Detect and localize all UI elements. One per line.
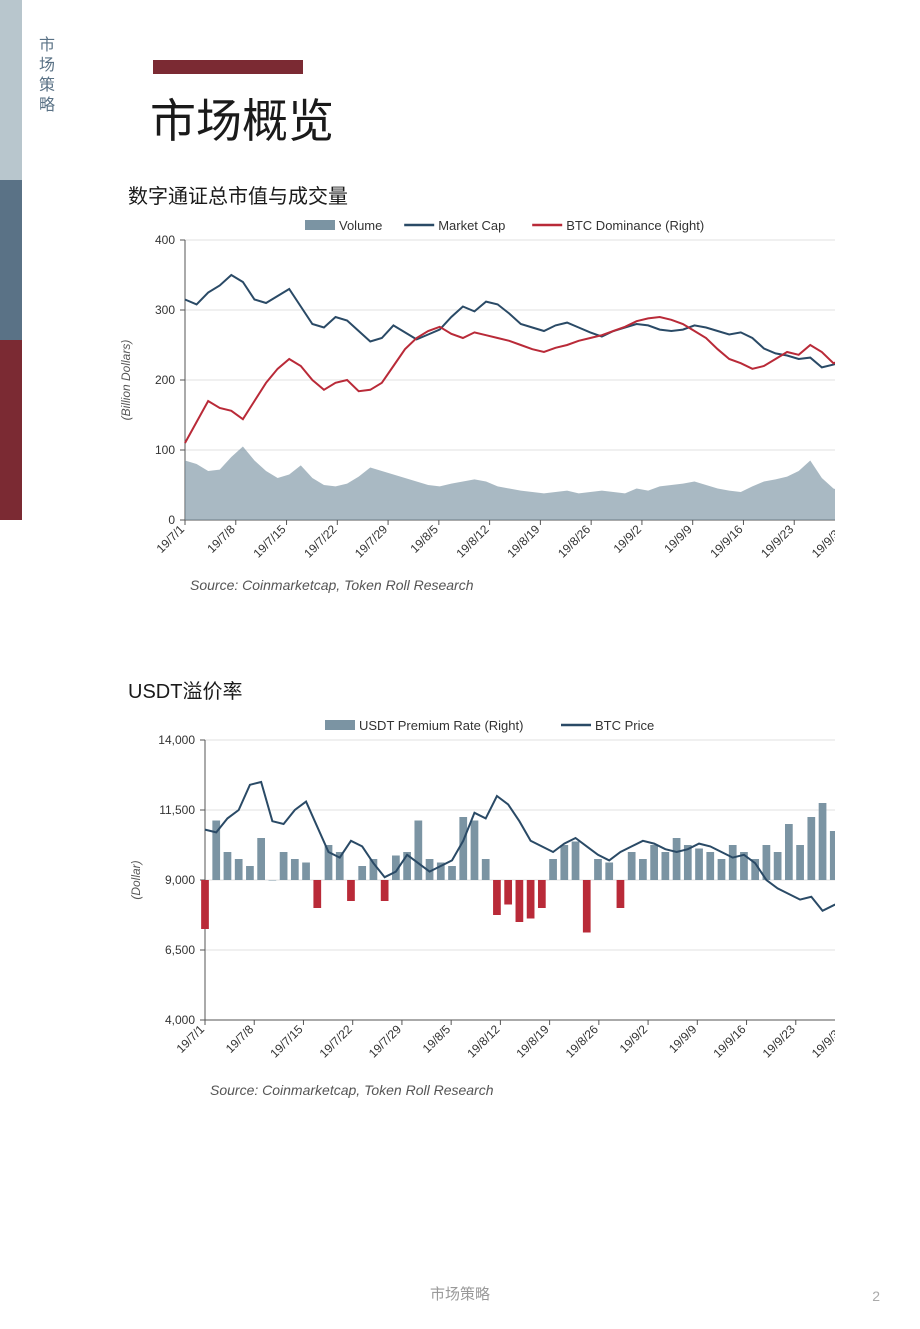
svg-text:400: 400 [155, 233, 175, 247]
page-number: 2 [872, 1288, 880, 1304]
footer-text: 市场策略 [0, 1283, 920, 1304]
chart2-source: Source: Coinmarketcap, Token Roll Resear… [210, 1082, 494, 1098]
svg-text:6,500: 6,500 [165, 943, 195, 957]
svg-text:19/9/30: 19/9/30 [809, 522, 835, 560]
chart1-source: Source: Coinmarketcap, Token Roll Resear… [190, 577, 474, 593]
svg-text:(Dollar): (Dollar) [129, 860, 143, 899]
svg-text:19/7/22: 19/7/22 [317, 1022, 355, 1060]
svg-text:19/9/30: 19/9/30 [809, 1022, 835, 1060]
svg-text:19/9/23: 19/9/23 [758, 522, 796, 560]
svg-text:300: 300 [155, 303, 175, 317]
chart2-svg: USDT Premium Rate (Right) BTC Price 4,000 6… [105, 700, 835, 1080]
sidebar-band-2 [0, 180, 22, 340]
svg-text:19/8/5: 19/8/5 [420, 1022, 454, 1056]
svg-text:19/8/12: 19/8/12 [454, 522, 492, 560]
svg-text:4,000: 4,000 [165, 1013, 195, 1027]
chart1-svg: VolumeMarket CapBTC Dominance (Right)010… [105, 200, 835, 580]
svg-text:100: 100 [155, 443, 175, 457]
svg-text:19/7/1: 19/7/1 [174, 1022, 208, 1056]
svg-text:19/8/19: 19/8/19 [504, 522, 542, 560]
svg-text:USDT Premium Rate (Right): USDT Premium Rate (Right) [359, 718, 523, 733]
svg-text:19/7/22: 19/7/22 [301, 522, 339, 560]
svg-text:Market Cap: Market Cap [438, 218, 505, 233]
svg-text:14,000: 14,000 [158, 733, 195, 747]
svg-text:19/9/9: 19/9/9 [666, 1022, 700, 1056]
svg-text:19/9/16: 19/9/16 [707, 522, 745, 560]
svg-text:19/7/1: 19/7/1 [154, 522, 188, 556]
sidebar-band-3 [0, 340, 22, 520]
svg-text:Volume: Volume [339, 218, 382, 233]
svg-text:11,500: 11,500 [159, 803, 195, 817]
svg-text:19/8/19: 19/8/19 [514, 1022, 552, 1060]
svg-text:19/9/16: 19/9/16 [710, 1022, 748, 1060]
svg-text:19/7/8: 19/7/8 [223, 1022, 257, 1056]
svg-text:19/9/2: 19/9/2 [617, 1022, 651, 1056]
svg-text:(Billion Dollars): (Billion Dollars) [119, 340, 133, 421]
svg-text:BTC Dominance (Right): BTC Dominance (Right) [566, 218, 704, 233]
svg-text:19/7/15: 19/7/15 [267, 1022, 305, 1060]
svg-text:9,000: 9,000 [165, 873, 195, 887]
svg-text:19/7/15: 19/7/15 [250, 522, 288, 560]
svg-text:19/7/29: 19/7/29 [366, 1022, 404, 1060]
svg-text:19/9/2: 19/9/2 [611, 522, 645, 556]
svg-text:19/8/26: 19/8/26 [563, 1022, 601, 1060]
svg-text:19/8/12: 19/8/12 [464, 1022, 502, 1060]
svg-text:19/7/29: 19/7/29 [352, 522, 390, 560]
sidebar-vertical-label: 市场策略 [32, 36, 56, 116]
svg-text:19/8/26: 19/8/26 [555, 522, 593, 560]
svg-text:19/9/9: 19/9/9 [661, 522, 695, 556]
page-title: 市场概览 [150, 85, 334, 151]
svg-text:19/9/23: 19/9/23 [760, 1022, 798, 1060]
svg-text:200: 200 [155, 373, 175, 387]
sidebar-band-1 [0, 0, 22, 180]
svg-text:BTC Price: BTC Price [595, 718, 654, 733]
header-accent-bar [153, 60, 303, 74]
svg-text:19/8/5: 19/8/5 [407, 522, 441, 556]
svg-text:19/7/8: 19/7/8 [204, 522, 238, 556]
